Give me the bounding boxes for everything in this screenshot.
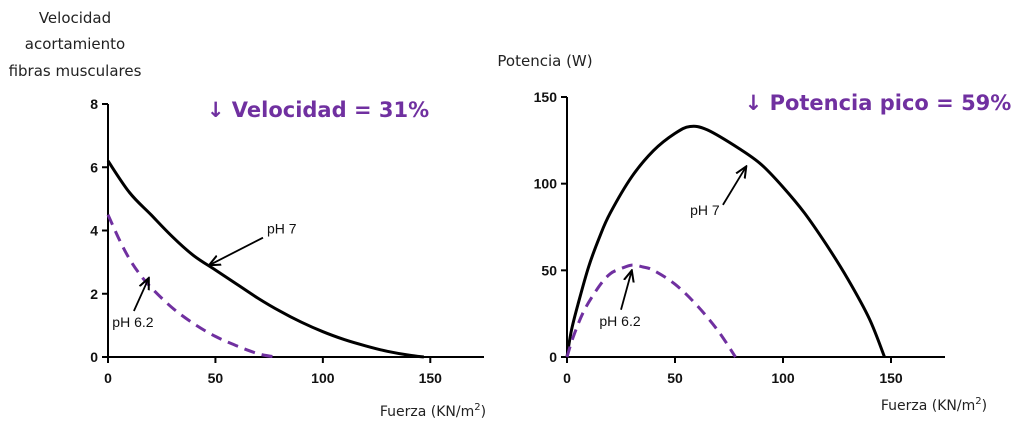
series-line-ph-7 xyxy=(106,160,424,359)
y-tick-label: 0 xyxy=(90,349,98,365)
annotation-arrow xyxy=(209,236,264,266)
x-axis-label: Fuerza (KN/m2) xyxy=(881,396,987,414)
y-axis-label: Potencia (W) xyxy=(497,52,592,70)
velocity-chart: Velocidad acortamiento fibras musculares… xyxy=(9,9,487,420)
annotation-arrow xyxy=(133,278,149,312)
y-axis-label-line-3: fibras musculares xyxy=(9,62,142,80)
y-tick-label: 100 xyxy=(534,176,558,192)
annotation-label: pH 6.2 xyxy=(112,314,153,330)
x-tick-label: 0 xyxy=(104,370,112,386)
annotation-arrow xyxy=(620,270,632,311)
x-tick-label: 50 xyxy=(667,370,683,386)
y-tick-label: 0 xyxy=(549,349,557,365)
series-line-ph-6-2 xyxy=(106,214,276,359)
x-tick-label: 0 xyxy=(563,370,571,386)
y-tick-label: 50 xyxy=(541,262,557,278)
chart-headline: ↓ Velocidad = 31% xyxy=(207,98,429,122)
annotation-label: pH 7 xyxy=(690,202,720,218)
annotation-label: pH 7 xyxy=(267,221,297,237)
annotation-label: pH 6.2 xyxy=(599,313,640,329)
series-line-ph-6-2 xyxy=(565,263,737,358)
chart-headline: ↓ Potencia pico = 59% xyxy=(745,91,1012,115)
y-axis-label-line-2: acortamiento xyxy=(25,35,125,53)
x-tick-label: 150 xyxy=(419,370,443,386)
y-axis-label-line-1: Velocidad xyxy=(39,9,111,27)
y-tick-label: 8 xyxy=(90,96,98,112)
x-tick-label: 150 xyxy=(879,370,903,386)
y-tick-label: 2 xyxy=(90,286,98,302)
x-tick-label: 100 xyxy=(771,370,795,386)
x-axis-label: Fuerza (KN/m2) xyxy=(380,402,486,420)
y-tick-label: 4 xyxy=(90,223,98,239)
y-tick-label: 150 xyxy=(534,89,558,105)
series-line-ph-7 xyxy=(565,124,886,358)
x-tick-label: 100 xyxy=(311,370,335,386)
power-chart: Potencia (W) ↓ Potencia pico = 59% Fuerz… xyxy=(497,52,1011,414)
annotation-arrow xyxy=(722,166,746,206)
x-tick-label: 50 xyxy=(208,370,224,386)
y-tick-label: 6 xyxy=(90,159,98,175)
